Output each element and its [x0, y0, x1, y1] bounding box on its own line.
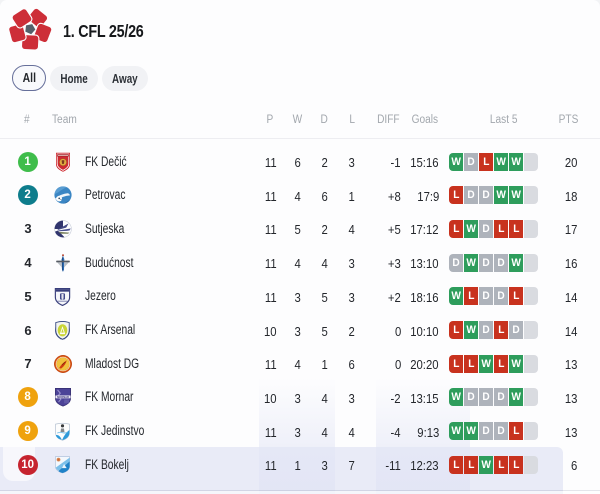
svg-text:MORNAR: MORNAR [57, 395, 69, 399]
